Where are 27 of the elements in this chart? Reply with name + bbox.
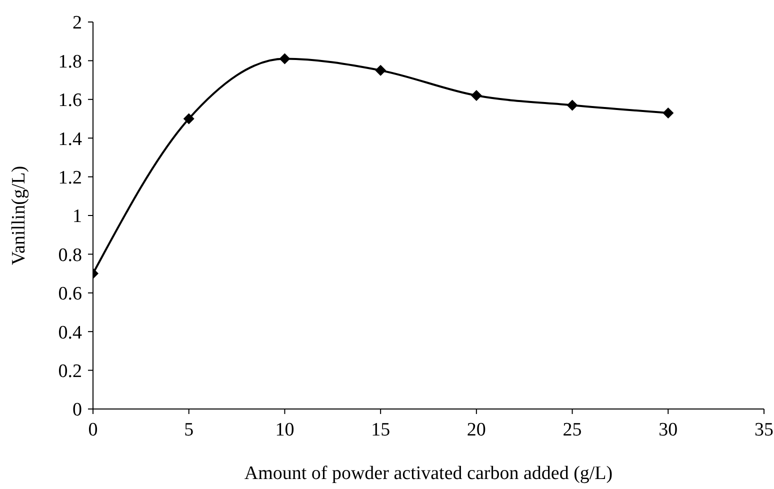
y-tick-label: 0 (72, 400, 82, 421)
y-tick-label: 1.2 (58, 168, 82, 189)
point (183, 113, 194, 124)
y-tick-label: 0.4 (58, 322, 82, 344)
x-tick-label: 10 (275, 419, 294, 440)
point (375, 64, 386, 76)
x-axis-title: Amount of powder activated carbon added (g/L) (244, 463, 613, 484)
point (279, 53, 290, 64)
point (662, 107, 674, 118)
x-tick-label: 25 (562, 419, 582, 440)
y-tick-label: 0.6 (58, 284, 82, 305)
y-tick-label: 0.8 (58, 244, 82, 266)
y-tick-label: 1.8 (58, 51, 82, 72)
x-tick-label: 30 (658, 419, 678, 440)
point (470, 90, 482, 102)
y-tick-label: 1 (72, 206, 82, 228)
x-tick-label: 5 (184, 419, 194, 440)
point (566, 100, 578, 111)
y-tick-label: 1.6 (58, 90, 82, 112)
y-axis-title: Vanillin(g/L) (8, 166, 30, 266)
y-tick-label: 0.2 (58, 361, 82, 382)
y-tick-label: 1.4 (58, 128, 82, 150)
x-tick-label: 0 (88, 419, 98, 440)
x-tick-label: 35 (754, 419, 774, 440)
x-tick-label: 15 (371, 419, 390, 440)
y-tick-label: 2 (72, 12, 82, 34)
x-tick-label: 20 (466, 419, 486, 440)
